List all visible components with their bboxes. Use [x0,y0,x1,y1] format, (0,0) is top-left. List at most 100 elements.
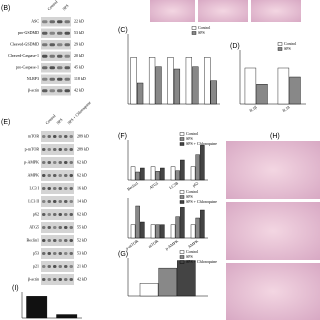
column-label: Control [46,0,59,11]
blot-band [58,161,62,164]
bar [155,224,160,239]
histology-image [226,202,320,260]
blot-band [53,135,57,138]
category-label: p62 [191,180,199,188]
blot-band [47,187,51,190]
bar [175,216,180,239]
row-label: p-AMPK [24,159,39,164]
blot-band [49,66,55,70]
row-label: LC3 I [30,185,40,190]
blot-strip [41,40,71,50]
legend-label: SPS [186,194,193,199]
size-label: 42 kD [77,276,87,281]
bar [190,224,196,239]
blot-band [47,252,51,255]
blot-band [53,161,57,164]
size-label: 52 kD [77,237,87,242]
row-label: Cleaved-GSDMD [10,42,39,47]
size-label: 289 kD [77,133,89,138]
row-label: β-actin [28,276,39,281]
legend-swatch [179,260,185,264]
blot-band [57,77,63,81]
blot-strip [41,261,74,272]
size-label: 29 kD [74,42,84,47]
blot-band [49,89,55,93]
blot-band [42,148,46,151]
blot-strip [41,28,71,38]
bar [177,260,196,297]
bar [200,209,205,239]
legend-swatch [277,47,283,51]
legend-label: SPS [284,46,291,51]
bar [210,80,217,105]
blot-band [64,54,70,58]
category-label: IL1β [248,104,257,113]
bar [130,166,136,181]
size-label: 45 kD [74,65,84,70]
row-label: NLRP3 [27,76,39,81]
blot-strip [41,86,71,96]
blot-band [53,200,57,203]
blot-band [47,200,51,203]
bar [180,159,185,181]
row-label: pro-Caspase-1 [16,65,39,70]
size-label: 16 kD [77,185,87,190]
blot-band [42,89,48,93]
blot-band [58,174,62,177]
blot-band [64,239,68,242]
blot-strip [41,235,74,246]
category-label: Beclin1 [126,180,139,191]
category-label: p-mTOR [124,238,139,251]
bar [204,57,211,105]
blot-strip [41,63,71,73]
size-label: 62 kD [77,159,87,164]
blot-band [58,252,62,255]
panel-label: (G) [118,251,128,258]
blot-band [42,187,46,190]
blot-strip [41,222,74,233]
blot-strip [41,51,71,61]
blot-band [58,239,62,242]
bar [170,166,176,181]
size-label: 289 kD [77,146,89,151]
bar [160,167,165,181]
size-label: 55 kD [77,224,87,229]
column-label: SPS [55,117,63,125]
blot-band [47,278,51,281]
legend-swatch [191,31,197,35]
row-label: ATG5 [29,224,39,229]
blot-band [58,200,62,203]
blot-strip [41,157,74,168]
blot-band [42,200,46,203]
legend-label: SPS [186,136,193,141]
blot-band [47,226,51,229]
blot-band [42,278,46,281]
blot-band [42,213,46,216]
histology-image [150,0,195,22]
bar [200,145,205,181]
histology-image [198,0,248,22]
blot-strip [41,196,74,207]
legend-label: Control [186,131,199,136]
blot-band [47,148,51,151]
blot-band [69,252,73,255]
blot-band [42,77,48,81]
blot-band [69,226,73,229]
blot-band [69,213,73,216]
blot-band [42,265,46,268]
row-label: Beclin1 [27,237,39,242]
blot-band [53,187,57,190]
blot-band [49,31,55,35]
blot-band [58,226,62,229]
blot-band [53,213,57,216]
legend-label: SPS + Chloroquine [186,259,217,264]
legend-swatch [191,26,197,30]
blot-band [64,148,68,151]
legend-label: SPS [186,254,193,259]
legend-swatch [179,142,185,146]
legend-swatch [179,137,185,141]
panel-label: (C) [118,27,128,34]
panel-label: (F) [118,133,127,140]
blot-strip [41,131,74,142]
blot-band [47,161,51,164]
